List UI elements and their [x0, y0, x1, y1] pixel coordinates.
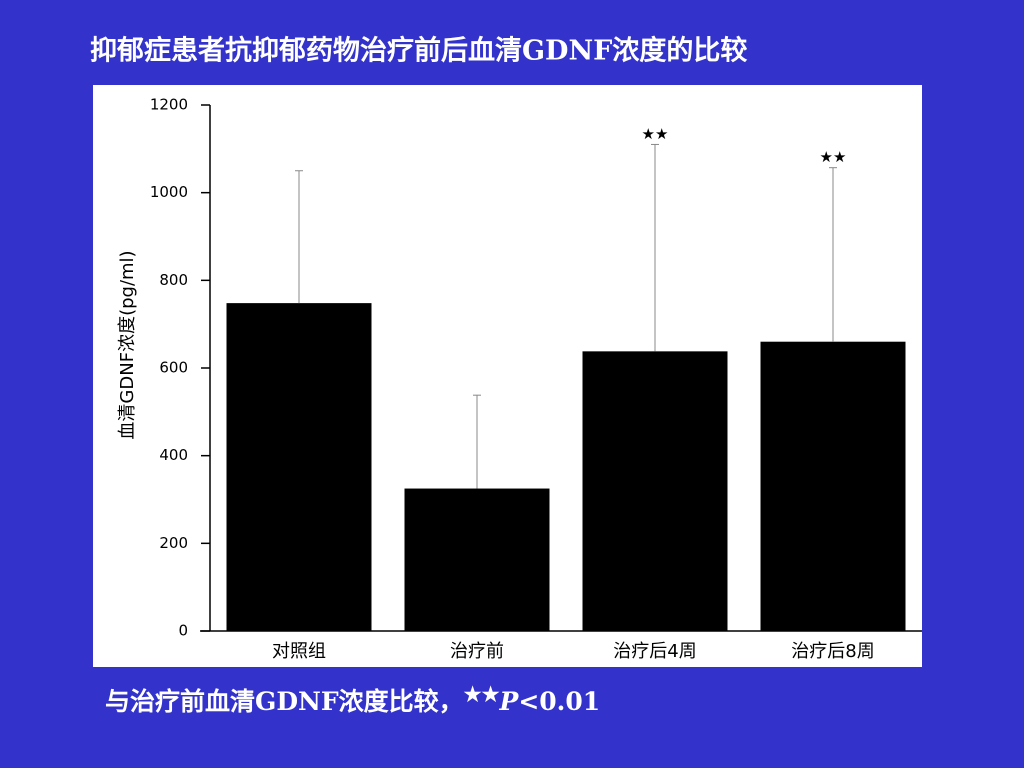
significance-mark: ★★ — [642, 125, 669, 143]
bar — [582, 351, 728, 631]
x-tick-label: 治疗前 — [450, 641, 504, 662]
bar — [760, 341, 906, 631]
slide-title: 抑郁症患者抗抑郁药物治疗前后血清GDNF浓度的比较 — [90, 35, 747, 67]
x-tick-label: 对照组 — [272, 641, 326, 662]
footnote: 与治疗前血清GDNF浓度比较，★★P<0.01 — [105, 682, 600, 716]
footnote-text: 与治疗前血清GDNF浓度比较， — [105, 687, 464, 716]
y-tick-label: 1200 — [150, 96, 188, 114]
y-axis-label: 血清GDNF浓度(pg/ml) — [117, 250, 138, 439]
bar — [226, 303, 372, 631]
y-tick-label: 400 — [159, 446, 188, 464]
y-tick-label: 600 — [159, 359, 188, 377]
y-tick-label: 200 — [159, 534, 188, 552]
footnote-p-value: <0.01 — [518, 687, 600, 716]
error-bar — [295, 170, 303, 304]
significance-mark: ★★ — [820, 148, 847, 166]
error-bar — [651, 143, 659, 352]
footnote-p: P — [499, 687, 520, 716]
y-tick-label: 800 — [159, 271, 188, 289]
y-tick-label: 0 — [178, 622, 188, 640]
x-tick-label: 治疗后4周 — [613, 641, 696, 662]
x-tick-label: 治疗后8周 — [791, 641, 874, 662]
error-bar — [829, 167, 837, 342]
footnote-stars: ★★ — [464, 682, 500, 706]
error-bar — [473, 394, 481, 489]
y-tick-label: 1000 — [150, 183, 188, 201]
bar — [404, 488, 550, 631]
